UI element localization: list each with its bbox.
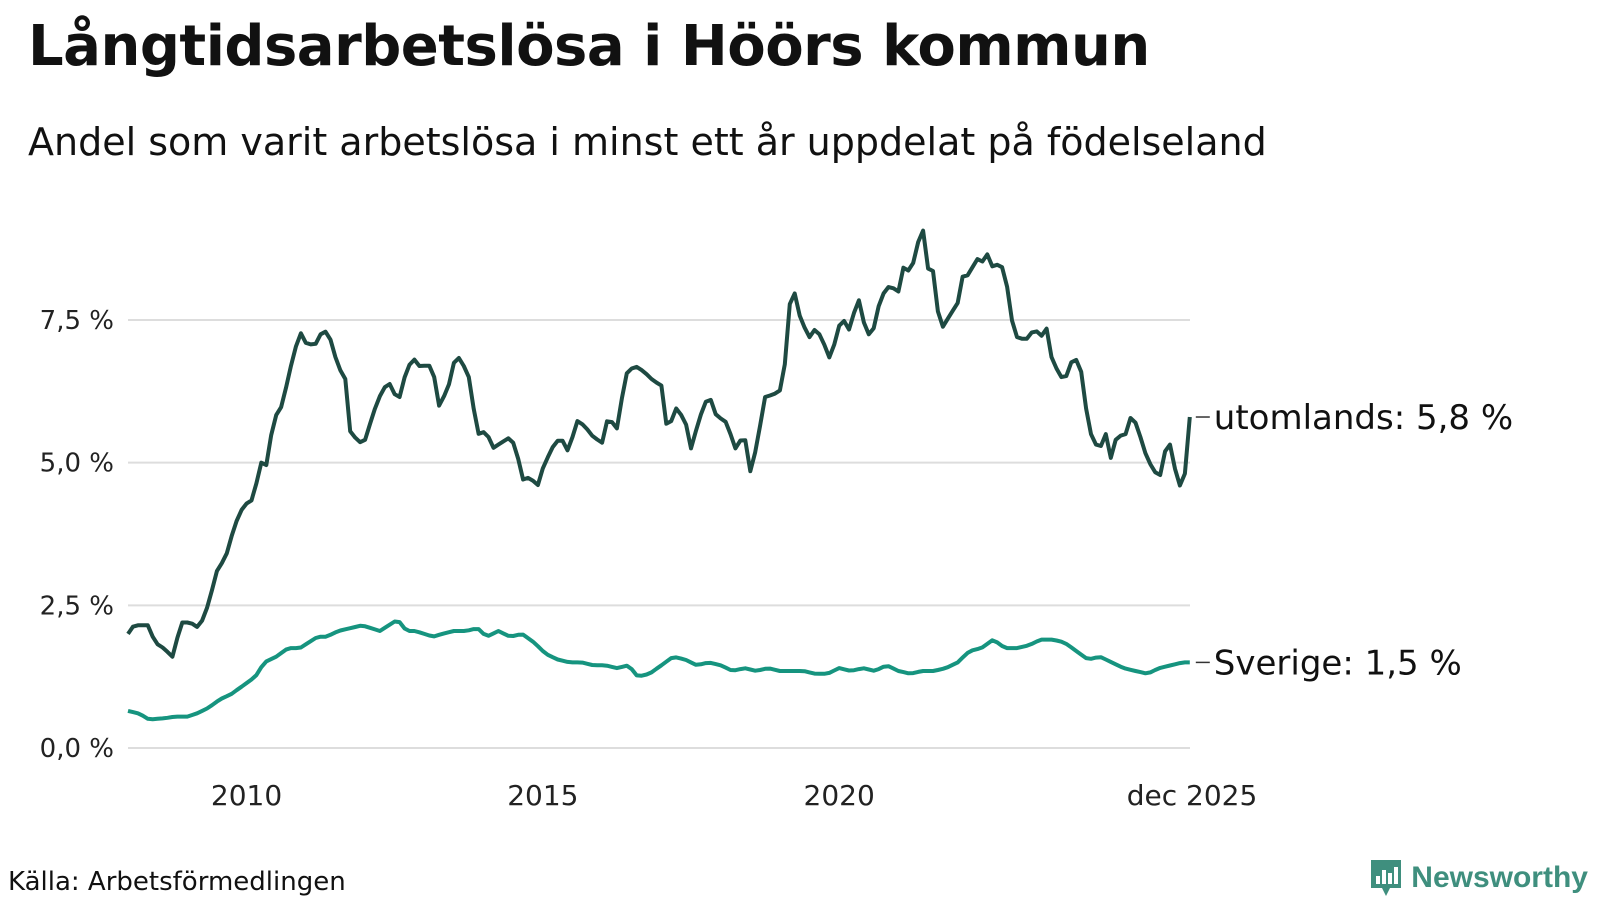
chart-subtitle: Andel som varit arbetslösa i minst ett å… <box>28 120 1267 164</box>
x-axis-tick-labels: 2010 2015 2020 dec 2025 <box>211 779 1257 812</box>
brand-name: Newsworthy <box>1411 861 1588 894</box>
series-line-utomlands <box>126 228 1192 659</box>
x-tick-label: dec 2025 <box>1127 779 1258 812</box>
source-credit: Källa: Arbetsförmedlingen <box>8 867 346 897</box>
y-tick-label: 5,0 % <box>40 449 114 479</box>
brand-logo: Newsworthy <box>1369 858 1588 898</box>
y-tick-label: 7,5 % <box>40 306 114 336</box>
x-tick-label: 2010 <box>211 779 282 812</box>
chart-title: Långtidsarbetslösa i Höörs kommun <box>28 14 1150 79</box>
y-tick-label: 2,5 % <box>40 591 114 621</box>
series-lines <box>126 228 1192 722</box>
end-label-sverige: Sverige: 1,5 % <box>1214 643 1462 683</box>
end-label-utomlands: utomlands: 5,8 % <box>1214 398 1513 438</box>
x-tick-label: 2015 <box>507 779 578 812</box>
newsworthy-logo-icon <box>1371 860 1402 896</box>
y-axis-tick-labels: 0,0 % 2,5 % 5,0 % 7,5 % <box>40 306 114 764</box>
y-tick-label: 0,0 % <box>40 734 114 764</box>
series-end-labels: utomlands: 5,8 % Sverige: 1,5 % <box>1195 398 1513 683</box>
series-line-sverige <box>127 619 1190 722</box>
x-tick-label: 2020 <box>804 779 875 812</box>
